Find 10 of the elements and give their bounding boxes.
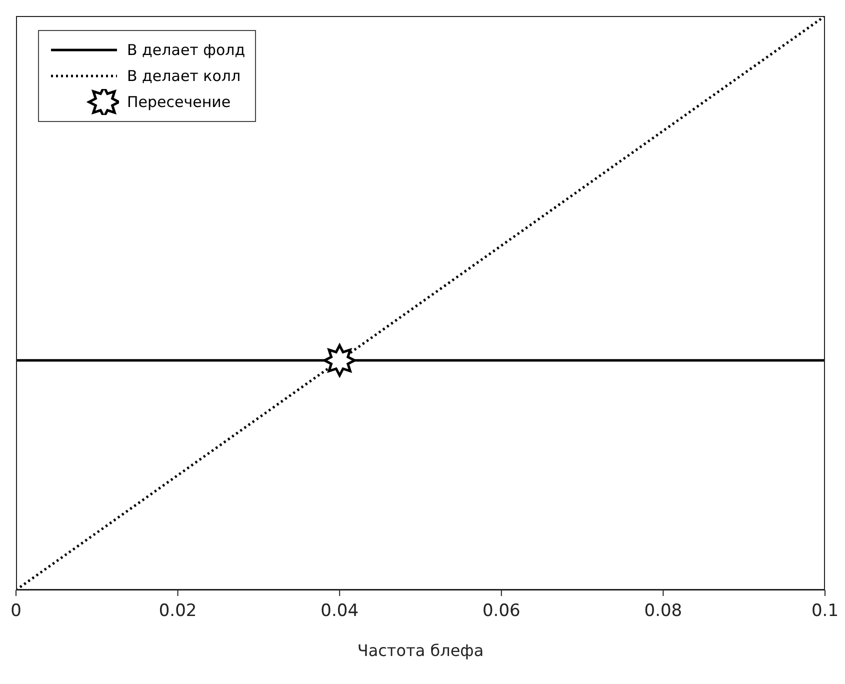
x-tick-label: 0.1	[811, 601, 839, 622]
x-tick-label: 0.06	[482, 601, 520, 622]
legend-label: В делает колл	[127, 67, 241, 85]
x-tick-label: 0.02	[158, 601, 197, 622]
x-tick-label: 0.08	[644, 601, 682, 622]
legend-label: Пересечение	[127, 93, 231, 111]
x-tick-label: 0	[10, 601, 22, 622]
legend-label: В делает фолд	[127, 41, 246, 59]
x-tick-label: 0.04	[320, 601, 359, 622]
x-axis-title: Частота блефа	[357, 641, 484, 660]
